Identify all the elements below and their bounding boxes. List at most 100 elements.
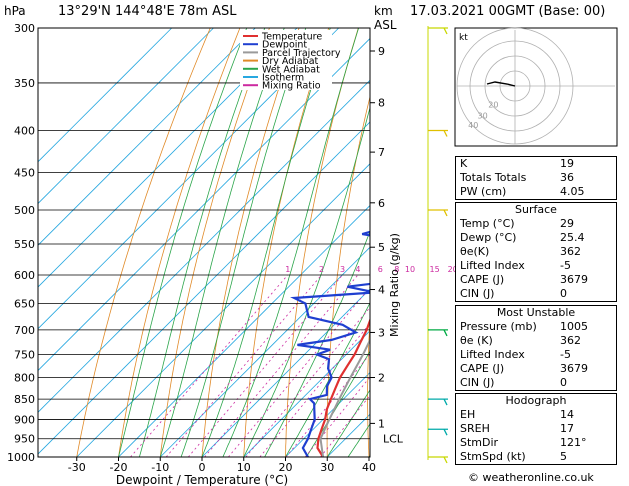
mixing-ratio-label: 8	[394, 265, 399, 274]
mu-value: 0	[560, 376, 567, 389]
temp-tick-label: 0	[199, 461, 206, 474]
isotherm-line	[38, 121, 370, 455]
pressure-unit-label: hPa	[4, 4, 26, 18]
height-tick-label: 9	[378, 45, 385, 58]
location-label: 13°29'N 144°48'E 78m ASL	[58, 4, 237, 19]
mu-label: Pressure (mb)	[460, 320, 537, 333]
index-row: Totals Totals 36	[456, 171, 617, 185]
mixing-ratio-label: 1	[285, 265, 290, 274]
mixing-ratio-line	[187, 274, 343, 457]
legend-entry: Dewpoint	[262, 40, 307, 51]
mu-label: CIN (J)	[460, 376, 495, 389]
isotherm-line	[76, 163, 370, 457]
surface-label: CIN (J)	[460, 287, 495, 300]
hodo-row: SREH 17	[456, 422, 617, 436]
pressure-tick-label: 750	[14, 348, 35, 361]
indices-table: K 19 Totals Totals 36 PW (cm) 4.05	[455, 156, 617, 200]
pressure-tick-label: 650	[14, 298, 35, 311]
index-label: Totals Totals	[460, 171, 527, 184]
hodo-value: 17	[560, 422, 574, 435]
wind-barb	[428, 398, 448, 406]
height-tick-label: 6	[378, 197, 385, 210]
mixing-ratio-label: 10	[405, 265, 415, 274]
hodo-label: StmSpd (kt)	[460, 450, 526, 463]
mixing-ratio-label: 4	[355, 265, 360, 274]
temp-tick-label: 20	[279, 461, 293, 474]
legend-entry: Mixing Ratio	[262, 81, 321, 92]
index-row: K 19	[456, 157, 617, 172]
plot-frame	[37, 27, 371, 458]
surface-row: Temp (°C) 29	[456, 217, 617, 231]
dry-adiabat-line	[118, 28, 241, 457]
wind-barbs	[427, 26, 448, 464]
dry-adiabat-line	[619, 28, 629, 457]
mu-value: 1005	[560, 320, 588, 333]
hodo-label: StmDir	[460, 436, 499, 449]
hodograph-frame	[454, 27, 618, 147]
surface-row: Dewp (°C) 25.4	[456, 231, 617, 245]
surface-value: 3679	[560, 273, 588, 286]
legend-entry: Isotherm	[262, 73, 304, 84]
surface-label: CAPE (J)	[460, 273, 505, 286]
wind-barb	[428, 456, 448, 464]
index-row: PW (cm) 4.05	[456, 185, 617, 200]
mu-row: CAPE (J) 3679	[456, 362, 617, 376]
wind-barb	[428, 428, 448, 436]
isotherm-line	[118, 204, 370, 457]
height-tick-label: 1	[378, 417, 385, 430]
mu-value: 3679	[560, 362, 588, 375]
temp-tick-label: -10	[151, 461, 169, 474]
wind-barb	[428, 209, 448, 217]
pressure-tick-label: 700	[14, 324, 35, 337]
hodo-row: EH 14	[456, 408, 617, 422]
pressure-tick-label: 900	[14, 413, 35, 426]
hodo-label: EH	[460, 408, 476, 421]
hodograph-table-title: Hodograph	[505, 394, 567, 407]
pressure-tick-label: 400	[14, 125, 35, 138]
mixing-ratio-label: 2	[319, 265, 324, 274]
surface-value: -5	[560, 259, 571, 272]
mixing-ratio-label: 3	[340, 265, 345, 274]
datetime-label: 17.03.2021 00GMT (Base: 00)	[410, 4, 606, 19]
hodo-label: SREH	[460, 422, 490, 435]
mu-value: 362	[560, 334, 581, 347]
surface-title: Surface	[515, 203, 557, 216]
legend-entry: Wet Adiabat	[262, 64, 320, 75]
surface-value: 29	[560, 217, 574, 230]
wet-adiabat-line	[264, 230, 370, 457]
height-tick-label: 4	[378, 284, 385, 297]
surface-value: 25.4	[560, 231, 585, 244]
mu-row: θe (K) 362	[456, 334, 617, 348]
index-value: 36	[560, 171, 574, 184]
hodograph-table: Hodograph EH 14 SREH 17 StmDir 121° StmSpd …	[455, 393, 617, 465]
surface-table: Surface Temp (°C) 29 Dewp (°C) 25.4 θe(K) 3…	[455, 202, 617, 302]
temp-tick-label: -20	[110, 461, 128, 474]
hodograph-ring-label: 30	[478, 111, 488, 120]
surface-label: θe(K)	[460, 245, 490, 258]
height-unit-km: km	[374, 4, 393, 18]
pressure-tick-label: 450	[14, 166, 35, 179]
mu-label: θe (K)	[460, 334, 493, 347]
isotherm-line	[38, 28, 298, 288]
isotherm-line	[38, 28, 173, 163]
isotherm-line	[38, 79, 370, 413]
index-label: K	[460, 157, 468, 170]
legend-entry: Temperature	[261, 32, 322, 43]
plot-area	[38, 28, 629, 457]
index-value: 4.05	[560, 185, 585, 198]
hodograph-ring-label: 40	[468, 121, 478, 130]
mu-row: CIN (J) 0	[456, 376, 617, 391]
mu-row: Lifted Index -5	[456, 348, 617, 362]
wind-barb	[428, 329, 448, 337]
lcl-label: LCL	[383, 433, 404, 446]
temp-tick-label: 10	[237, 461, 251, 474]
surface-value: 362	[560, 245, 581, 258]
wind-barb	[428, 27, 448, 35]
most-unstable-table: Most Unstable Pressure (mb) 1005 θe (K) 36…	[455, 305, 617, 391]
dry-adiabat-line	[407, 28, 447, 457]
surface-value: 0	[560, 287, 567, 300]
copyright-label: © weatheronline.co.uk	[468, 471, 594, 484]
height-tick-label: 2	[378, 371, 385, 384]
height-tick-label: 7	[378, 146, 385, 159]
